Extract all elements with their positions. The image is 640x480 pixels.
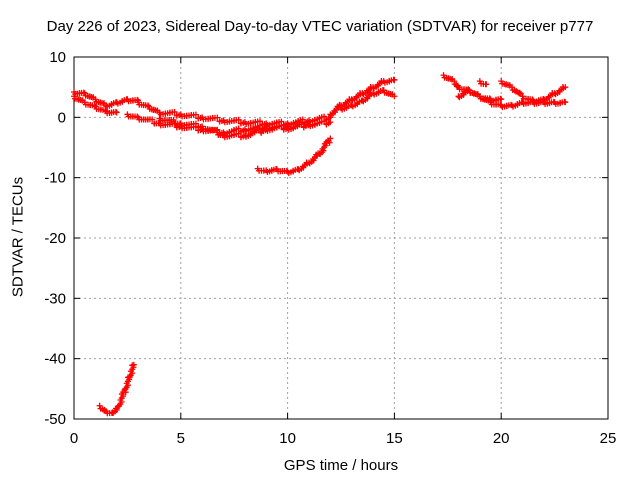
data-point (235, 116, 242, 123)
data-point (213, 127, 220, 134)
series-track-g (327, 76, 398, 119)
data-point (508, 84, 515, 91)
chart-title: Day 226 of 2023, Sidereal Day-to-day VTE… (46, 18, 594, 35)
data-point (562, 84, 569, 91)
data-point (171, 108, 178, 115)
series-track-b (71, 93, 120, 117)
data-point (327, 119, 334, 126)
y-tick-label: -40 (44, 351, 66, 368)
x-tick-label: 15 (386, 430, 403, 447)
x-tick-label: 5 (177, 430, 185, 447)
y-tick-label: -30 (44, 290, 66, 307)
y-tick-label: 0 (58, 109, 66, 126)
series-track-f (254, 135, 334, 177)
data-point (391, 76, 398, 83)
y-tick-label: -10 (44, 170, 66, 187)
data-point (305, 159, 312, 166)
y-tick-label: -20 (44, 230, 66, 247)
data-point (96, 402, 103, 409)
data-point (192, 111, 199, 118)
y-tick-label: -50 (44, 411, 66, 428)
x-tick-label: 25 (600, 430, 617, 447)
series-track-i (440, 72, 505, 105)
data-point (130, 361, 137, 368)
data-point (391, 93, 398, 100)
x-axis-label: GPS time / hours (283, 457, 399, 474)
data-point (327, 135, 334, 142)
x-tick-label: 0 (70, 430, 78, 447)
data-point (327, 111, 334, 118)
x-tick-label: 20 (493, 430, 510, 447)
x-tick-label: 10 (279, 430, 296, 447)
y-tick-label: 10 (49, 49, 66, 66)
series-track-j (455, 87, 569, 111)
data-point (134, 113, 141, 120)
data-point (113, 109, 120, 116)
series-track-m (96, 361, 137, 417)
data-point (149, 116, 156, 123)
data-point (170, 116, 177, 123)
data-point (284, 123, 291, 130)
data-point (498, 96, 505, 103)
data-point (214, 114, 221, 121)
axis-ticks: 0 5 10 15 20 25 -50 -40 -30 -20 -10 0 10 (44, 49, 616, 447)
data-marks (71, 72, 569, 417)
series-track-k (498, 78, 569, 106)
data-point (144, 102, 151, 109)
data-point (91, 102, 98, 109)
series-track-e (156, 115, 291, 141)
data-point (192, 120, 199, 127)
data-point (235, 130, 242, 137)
grid-lines (74, 57, 608, 419)
series-track-a (71, 88, 142, 110)
series-track-h (338, 87, 398, 113)
data-point (562, 99, 569, 106)
data-point (102, 107, 109, 114)
data-point (483, 81, 490, 88)
series-track-l (476, 78, 490, 88)
